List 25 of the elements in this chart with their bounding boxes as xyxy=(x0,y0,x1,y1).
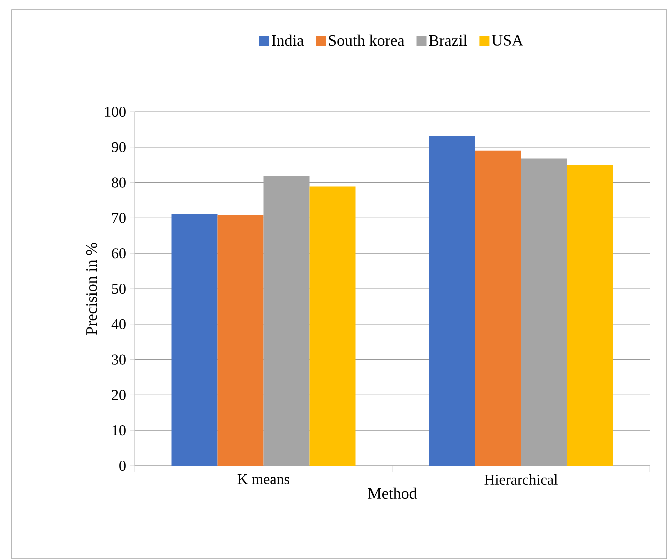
legend-label: South korea xyxy=(329,34,405,46)
legend-label: Brazil xyxy=(429,34,468,46)
legend-label: USA xyxy=(492,35,524,46)
y-tick-label: 80 xyxy=(112,178,126,188)
y-tick-label: 60 xyxy=(112,248,126,259)
bar xyxy=(475,150,522,466)
legend-label: India xyxy=(272,34,304,46)
y-tick-label: 50 xyxy=(112,284,126,294)
y-tick-label: 30 xyxy=(112,354,126,365)
y-tick-label: 10 xyxy=(112,426,126,436)
bar xyxy=(310,186,356,466)
y-tick-label: 0 xyxy=(120,460,126,472)
x-axis-title: Method xyxy=(368,488,418,500)
y-tick-label: 70 xyxy=(112,213,126,224)
bar xyxy=(429,136,476,466)
bar xyxy=(567,165,614,466)
y-axis-title: Precision in % xyxy=(86,243,98,336)
y-tick-label: 100 xyxy=(105,106,126,118)
bar xyxy=(218,215,264,466)
y-tick-label: 40 xyxy=(112,319,126,330)
x-tick-label: Hierarchical xyxy=(484,474,558,486)
x-tick-label: K means xyxy=(238,474,290,484)
y-tick-label: 20 xyxy=(112,390,126,400)
y-tick-label: 90 xyxy=(112,142,126,152)
bar xyxy=(172,214,218,466)
